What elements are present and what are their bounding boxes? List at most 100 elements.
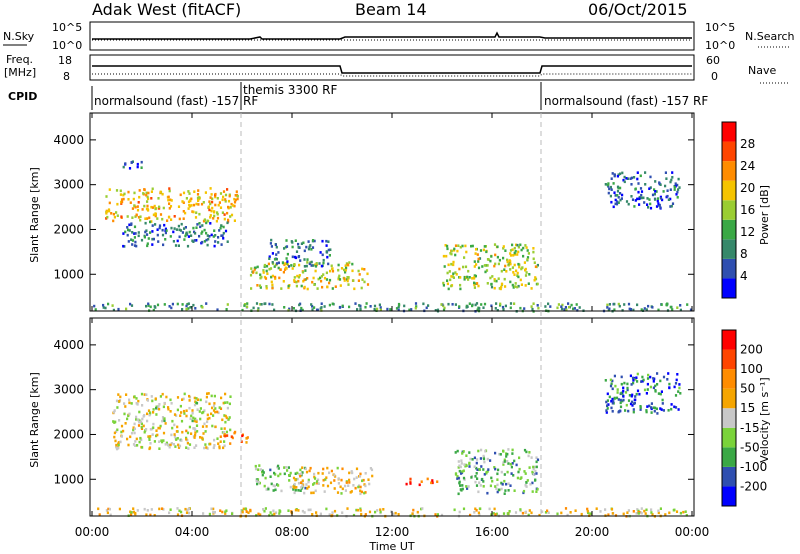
velocity-cell: [336, 491, 340, 494]
nave-label: Nave: [748, 64, 776, 77]
velocity-cell: [190, 432, 193, 435]
velocity-cell: [659, 379, 662, 383]
power-cell: [203, 228, 206, 232]
power-cell: [217, 203, 220, 207]
power-cell: [661, 198, 664, 202]
velocity-cell: [279, 472, 282, 476]
power-cell: [340, 267, 344, 270]
velocity-cell: [159, 395, 162, 398]
velocity-cell: [504, 489, 507, 492]
velocity-cell: [261, 473, 264, 477]
power-cell: [640, 190, 644, 193]
velocity-cell: [269, 511, 272, 514]
power-cell: [310, 260, 313, 264]
power-cell: [192, 210, 195, 214]
power-cell: [339, 284, 342, 287]
power-cell: [115, 189, 119, 192]
power-cell: [157, 197, 160, 200]
power-cell: [476, 253, 479, 256]
power-cell: [328, 303, 331, 307]
velocity-cell: [287, 509, 290, 512]
velocity-cell: [195, 424, 199, 427]
velocity-cell: [289, 471, 292, 475]
power-cell: [135, 213, 138, 217]
velocity-cell: [492, 512, 495, 515]
power-cell: [277, 266, 280, 270]
velocity-cell: [189, 417, 192, 420]
power-cell: [188, 205, 192, 208]
power-cell: [673, 188, 676, 191]
power-cell: [172, 230, 175, 234]
velocity-cell: [170, 442, 173, 445]
power-cell: [306, 261, 309, 264]
power-cell: [666, 194, 669, 198]
velocity-cell: [120, 424, 124, 428]
power-cell: [534, 277, 538, 281]
velocity-cell: [651, 513, 654, 516]
velocity-cell: [319, 512, 322, 516]
power-cell: [128, 167, 132, 170]
velocity-cell: [650, 406, 653, 409]
power-cell: [457, 244, 460, 247]
power-cell: [273, 308, 276, 312]
power-cell: [281, 261, 284, 264]
power-cell: [147, 304, 150, 307]
velocity-cell: [676, 373, 679, 376]
nave-tick-top: 60: [706, 54, 720, 67]
power-cell: [208, 235, 211, 238]
velocity-cell: [176, 396, 180, 399]
power-cell: [305, 245, 308, 249]
velocity-cell: [364, 484, 367, 488]
velocity-cell: [180, 411, 183, 414]
velocity-cell: [631, 376, 635, 380]
power-cell: [454, 271, 457, 274]
power-cell: [134, 215, 137, 218]
velocity-cell: [420, 480, 423, 483]
power-cell: [108, 201, 111, 205]
velocity-cell: [138, 410, 141, 414]
power-cell: [609, 185, 612, 189]
power-cell: [235, 190, 238, 193]
power-cell: [513, 302, 516, 305]
power-cell: [243, 304, 246, 307]
velocity-cell: [185, 409, 188, 412]
velocity-cell: [280, 489, 283, 493]
velocity-cell: [258, 464, 261, 467]
velocity-cell: [325, 507, 328, 511]
power-cell: [177, 205, 181, 208]
power-cell: [321, 239, 324, 243]
power-cell: [616, 194, 619, 197]
velocity-cell: [517, 470, 520, 474]
power-cell: [573, 307, 576, 310]
velocity-cell: [123, 412, 126, 416]
velocity-cell: [461, 487, 464, 491]
power-cell: [567, 302, 570, 305]
power-cell: [209, 222, 212, 225]
power-cell: [275, 245, 278, 249]
velocity-cell: [271, 513, 274, 517]
velocity-cell: [475, 461, 478, 465]
power-cell: [286, 260, 289, 263]
power-cell: [263, 263, 266, 267]
power-cell: [136, 208, 140, 212]
velocity-cell: [627, 399, 631, 402]
velocity-cell: [209, 442, 212, 446]
power-cell: [613, 308, 616, 311]
power-cell: [512, 254, 515, 257]
power-cell: [504, 304, 507, 308]
power-cell: [649, 175, 652, 179]
power-cell: [256, 265, 259, 269]
power-cell: [357, 269, 360, 273]
power-cell: [269, 267, 273, 270]
power-cell: [313, 306, 316, 309]
power-cell: [526, 249, 529, 252]
velocity-cell: [175, 414, 178, 417]
velocity-cell: [507, 448, 510, 451]
velocity-cell: [195, 444, 198, 447]
velocity-cell: [606, 404, 609, 407]
velocity-cell: [462, 507, 466, 511]
power-cell: [297, 275, 301, 279]
xtick-label: 00:00: [75, 525, 110, 539]
velocity-cell: [682, 510, 685, 514]
